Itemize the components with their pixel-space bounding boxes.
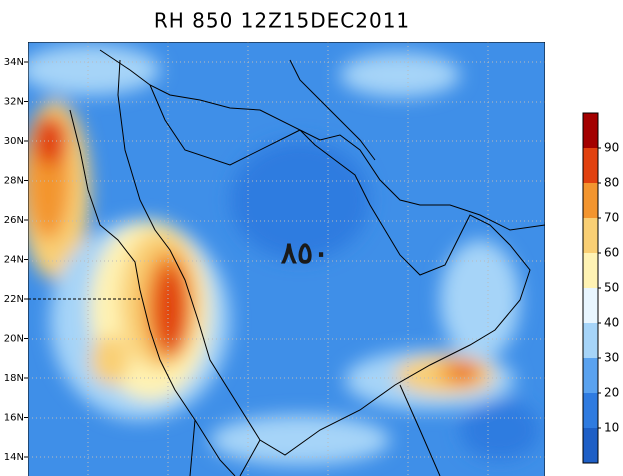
latitude-label: 32N (4, 97, 24, 108)
colorbar: 10 20 30 40 50 60 70 80 90 (582, 112, 619, 464)
colorbar-label: 20 (604, 386, 619, 400)
latitude-label: 18N (4, 373, 24, 384)
colorbar-label: 90 (604, 141, 619, 155)
colorbar-segment (583, 253, 598, 288)
latitude-label: 28N (4, 176, 24, 187)
colorbar-segment (583, 288, 598, 323)
colorbar-label: 40 (604, 316, 619, 330)
latitude-label: 34N (4, 57, 24, 68)
colorbar-segment (583, 393, 598, 428)
annotation: ٨٥٠ (281, 236, 329, 271)
colorbar-segment (583, 113, 598, 148)
colorbar-label: 70 (604, 211, 619, 225)
colorbar-label: 10 (604, 421, 619, 435)
colorbar-segment (583, 183, 598, 218)
colorbar-label: 80 (604, 176, 619, 190)
colorbar-label: 30 (604, 351, 619, 365)
latitude-label: 26N (4, 215, 24, 226)
latitude-label: 24N (4, 255, 24, 266)
latitude-label: 20N (4, 334, 24, 345)
map-area: ٨٥٠ (28, 42, 545, 476)
latitude-labels: 34N 32N 30N 28N 26N 24N 22N 20N 18N 16N 14N (4, 57, 28, 463)
colorbar-segment (583, 218, 598, 253)
coastlines (69, 49, 545, 476)
colorbar-segment (583, 323, 598, 358)
latitude-label: 30N (4, 136, 24, 147)
colorbar-label: 50 (604, 281, 619, 295)
colorbar-label: 60 (604, 246, 619, 260)
latitude-label: 16N (4, 413, 24, 424)
grid (28, 42, 545, 476)
latitude-label: 14N (4, 452, 24, 463)
title: RH 850 12Z15DEC2011 (154, 9, 410, 33)
colorbar-segment (583, 148, 598, 183)
latitude-label: 22N (4, 294, 24, 305)
humidity-field (28, 45, 540, 465)
colorbar-segment (583, 358, 598, 393)
colorbar-segment (583, 428, 598, 463)
